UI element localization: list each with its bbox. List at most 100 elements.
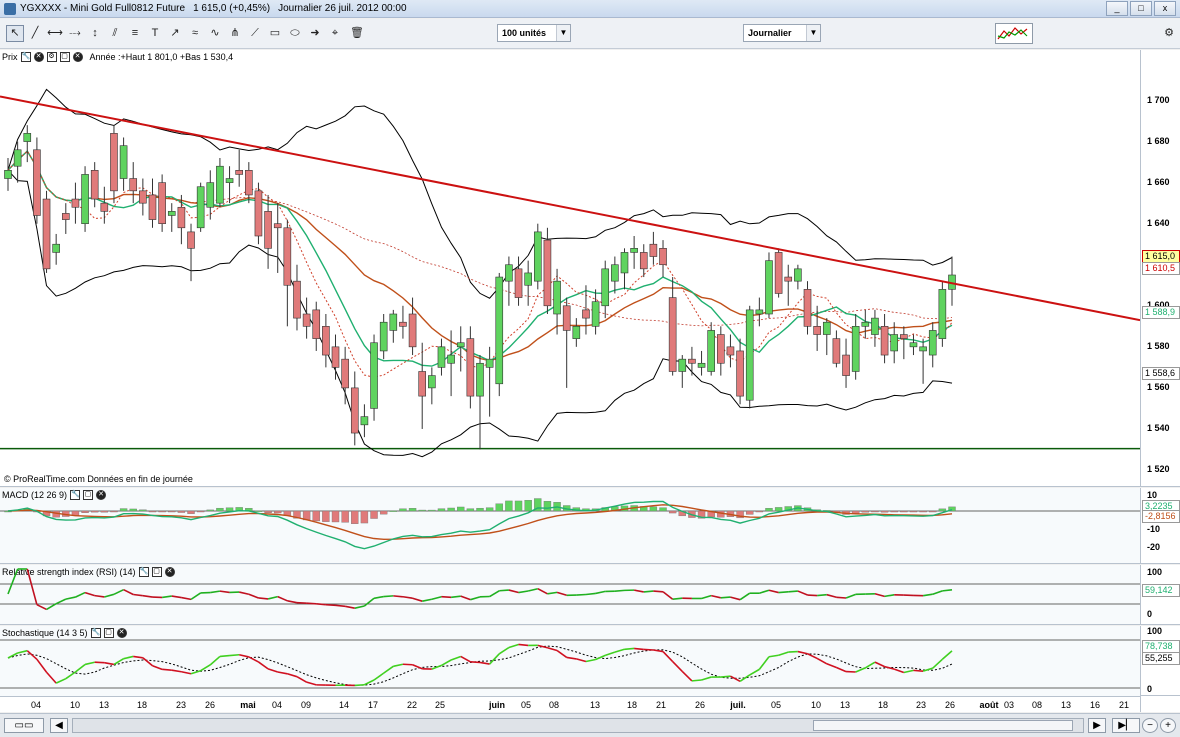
- rsi-segment: [306, 602, 317, 605]
- stoch-k-segment: [758, 656, 770, 670]
- scroll-right-arrow-icon[interactable]: ▶: [1088, 718, 1106, 733]
- stoch-k-segment: [932, 658, 943, 669]
- stoch-k-segment: [624, 647, 635, 651]
- rsi-segment: [942, 589, 953, 592]
- candle-body: [42, 198, 51, 270]
- scroll-thumb[interactable]: [813, 720, 1073, 731]
- x-tick-label: 23: [175, 700, 187, 710]
- rsi-segment: [470, 596, 481, 601]
- candle-body: [71, 198, 80, 208]
- fan-tool-icon[interactable]: ⟋: [251, 27, 259, 39]
- x-tick-label: 26: [204, 700, 216, 710]
- stoch-k-segment: [460, 655, 471, 663]
- stoch-k-segment: [836, 666, 847, 673]
- candle-body: [639, 252, 648, 270]
- period-select[interactable]: Journalier ▼: [743, 24, 821, 42]
- stoch-k-segment: [797, 650, 808, 655]
- zoom-in-magnifier-icon[interactable]: +: [1160, 718, 1176, 733]
- stoch-k-segment: [113, 657, 125, 666]
- zoom-out-magnifier-icon[interactable]: −: [1142, 718, 1158, 733]
- x-tick-label: août: [979, 700, 999, 710]
- stoch-k-segment: [662, 651, 674, 663]
- pitchfork-tool-icon[interactable]: ⋔: [230, 27, 240, 39]
- trash-icon[interactable]: 🗑: [350, 27, 364, 39]
- stoch-k-segment: [104, 661, 115, 666]
- window-icon[interactable]: ▢: [103, 628, 114, 638]
- stoch-y-axis: 100 78,738 55,255 0: [1140, 626, 1180, 696]
- x-tick-label: 04: [30, 700, 42, 710]
- wrench-icon[interactable]: 🔧: [138, 567, 149, 577]
- rsi-segment: [36, 603, 47, 611]
- close-icon[interactable]: ✕: [96, 490, 107, 500]
- zoom-out-icon[interactable]: ▭▭: [4, 718, 44, 733]
- stoch-k-segment: [479, 661, 490, 665]
- candle-body: [100, 202, 109, 212]
- zigzag-tool-icon[interactable]: ≈: [191, 27, 199, 39]
- rsi-segment: [65, 596, 76, 600]
- fibonacci-tool-icon[interactable]: ≡: [131, 27, 139, 39]
- horizontal-line-tool-icon[interactable]: ⟷: [47, 27, 63, 39]
- stoch-chart[interactable]: [0, 626, 1140, 696]
- rsi-segment: [720, 596, 731, 599]
- settings-icon[interactable]: ⚙: [46, 52, 57, 62]
- ma-green: [7, 150, 953, 367]
- wave-tool-icon[interactable]: ∿: [210, 27, 220, 39]
- close-icon[interactable]: ✕: [33, 52, 44, 62]
- settings-icon[interactable]: ⚙: [1164, 27, 1174, 39]
- line-tool-icon[interactable]: ⤏: [69, 27, 81, 39]
- macd-chart[interactable]: [0, 488, 1140, 564]
- macd-histogram-bar: [360, 510, 369, 524]
- magnet-tool-icon[interactable]: ⌖: [331, 27, 339, 39]
- macd-histogram-bar: [534, 498, 542, 512]
- stoch-k-segment: [354, 683, 365, 687]
- close-icon[interactable]: ✕: [164, 567, 175, 577]
- date-x-axis: 04 10 13 18 23 26 mai 04 09 14 17 22 25 juin 05 08 13 18 2…: [0, 696, 1140, 712]
- candle-body: [399, 321, 407, 327]
- macd-histogram-bar: [168, 510, 176, 513]
- rsi-tick: 0: [1147, 609, 1153, 619]
- pointer-tool-icon[interactable]: ➜: [310, 27, 320, 39]
- rsi-segment: [287, 600, 298, 604]
- jump-end-icon[interactable]: ▶▏: [1112, 718, 1140, 733]
- rectangle-tool-icon[interactable]: ▭: [269, 27, 281, 39]
- chart-style-icon[interactable]: [995, 23, 1033, 44]
- macd-histogram-bar: [909, 510, 918, 513]
- text-tool-icon[interactable]: T: [151, 27, 159, 39]
- stoch-k-segment: [55, 677, 67, 684]
- trendline-tool-icon[interactable]: ╱: [31, 27, 39, 39]
- rsi-segment: [807, 594, 818, 597]
- chart-scrollbar: ▭▭ ◀ ▶ ▶▏ − +: [0, 713, 1180, 737]
- stoch-k-segment: [142, 657, 154, 667]
- window-icon[interactable]: ▢: [83, 490, 94, 500]
- candle-body: [543, 239, 552, 307]
- wrench-icon[interactable]: 🔧: [20, 52, 31, 62]
- maximize-button[interactable]: □: [1130, 1, 1152, 16]
- ellipse-tool-icon[interactable]: ⬭: [290, 27, 300, 39]
- rsi-segment: [932, 590, 943, 595]
- close-icon[interactable]: ✕: [116, 628, 127, 638]
- window-icon[interactable]: ▢: [59, 52, 70, 62]
- rsi-chart[interactable]: [0, 565, 1140, 625]
- close-button[interactable]: x: [1154, 1, 1176, 16]
- close-icon[interactable]: ✕: [72, 52, 83, 62]
- scroll-left-arrow-icon[interactable]: ◀: [50, 718, 68, 733]
- rsi-segment: [7, 568, 19, 595]
- candle-body: [755, 309, 764, 315]
- wrench-icon[interactable]: 🔧: [70, 490, 81, 500]
- channel-tool-icon[interactable]: ⫽: [112, 27, 118, 39]
- wrench-icon[interactable]: 🔧: [90, 628, 101, 638]
- arrow-tool-icon[interactable]: ↗: [170, 27, 180, 39]
- price-chart[interactable]: [0, 50, 1140, 487]
- macd-histogram-bar: [697, 510, 706, 519]
- vertical-line-tool-icon[interactable]: ↕: [92, 27, 98, 39]
- price-tick: 1 680: [1147, 135, 1170, 146]
- cursor-tool-icon[interactable]: ↖: [6, 25, 24, 42]
- minimize-button[interactable]: _: [1106, 1, 1128, 16]
- rsi-tag: 59,142: [1142, 584, 1180, 597]
- units-select[interactable]: 100 unités ▼: [497, 24, 571, 42]
- stoch-k-segment: [296, 675, 308, 683]
- scroll-track[interactable]: [72, 718, 1084, 733]
- rsi-segment: [788, 590, 798, 593]
- window-icon[interactable]: ▢: [151, 567, 162, 577]
- stoch-k-segment: [864, 661, 876, 669]
